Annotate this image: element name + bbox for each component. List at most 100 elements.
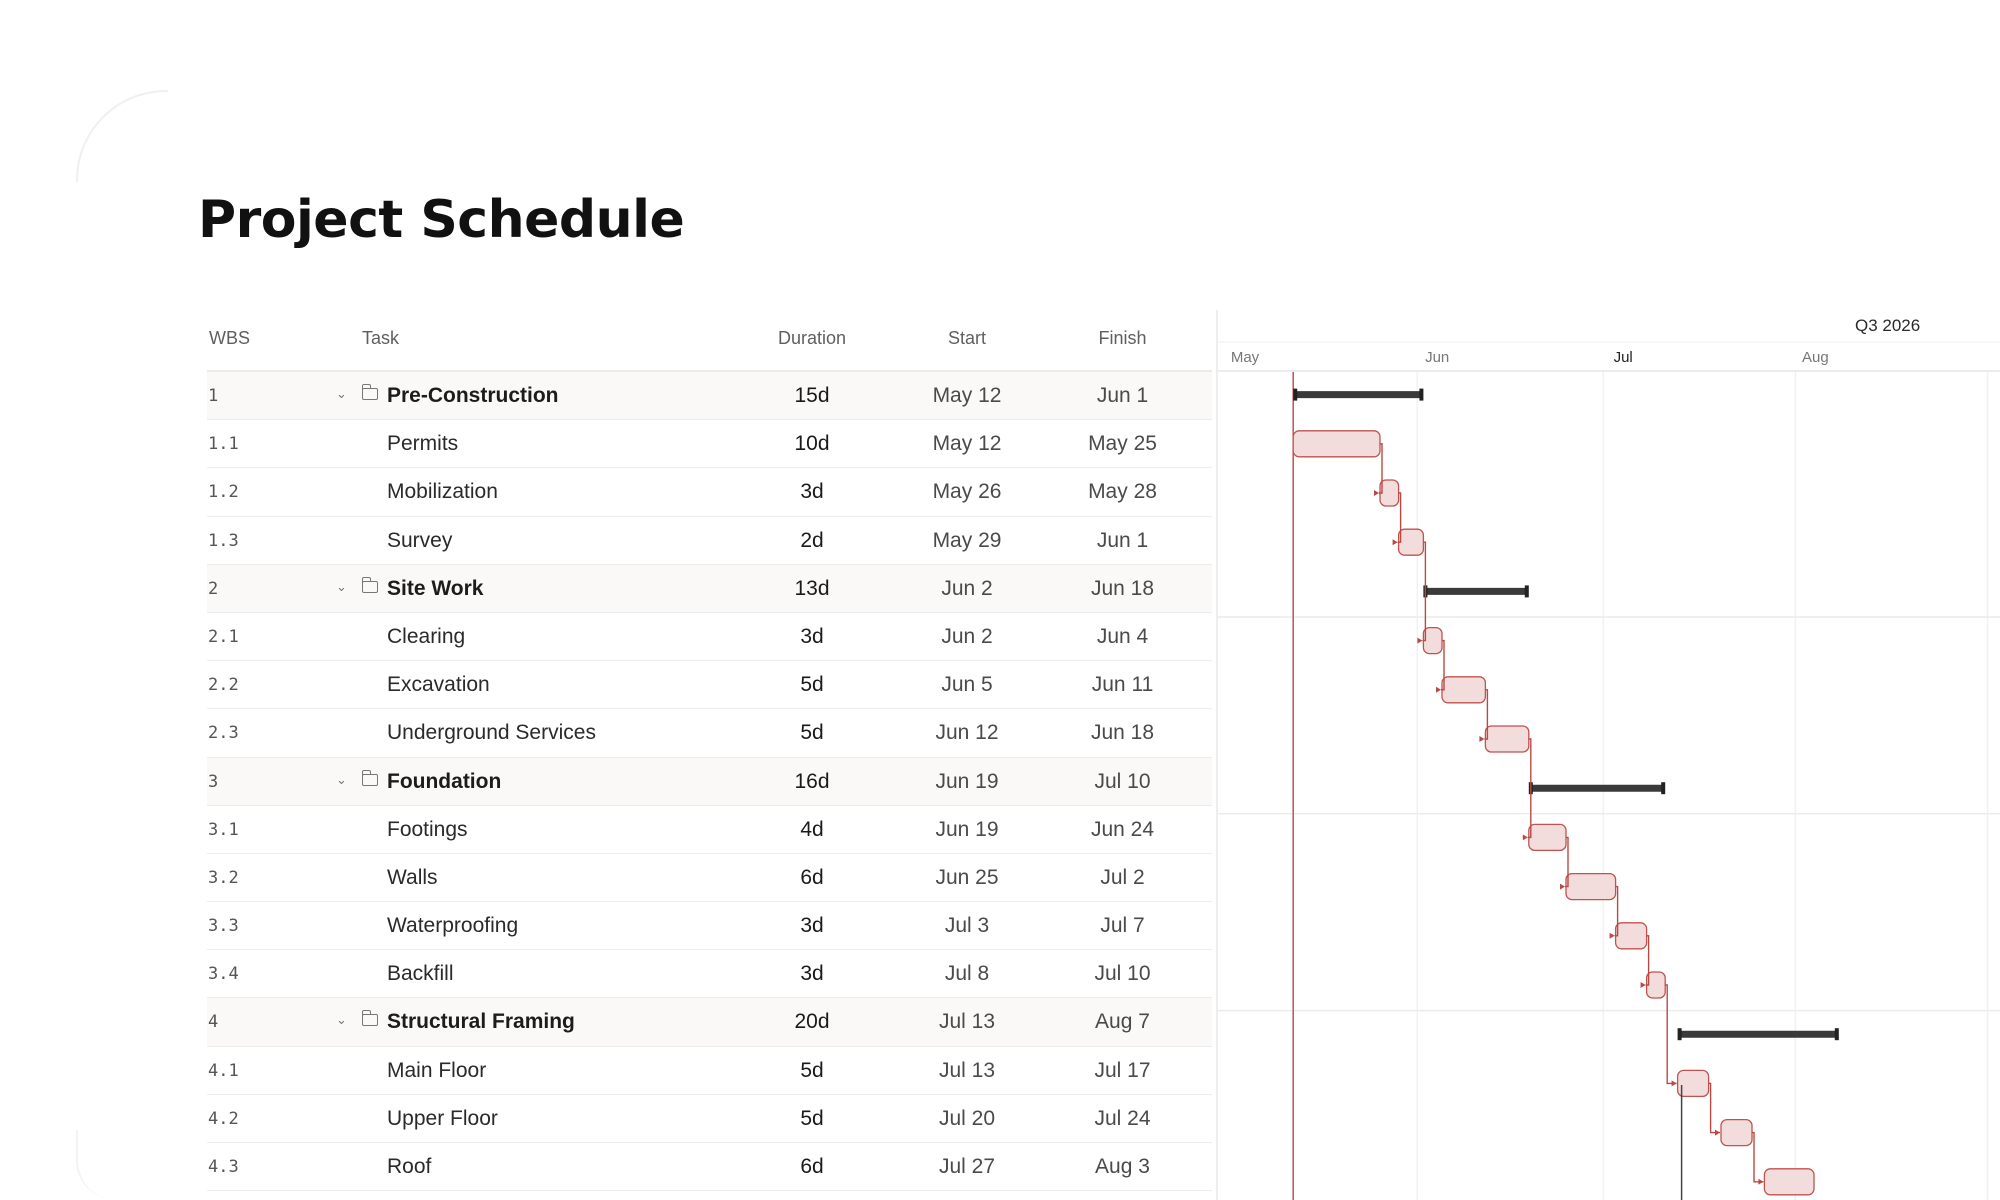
wbs-cell: 3.4	[208, 964, 239, 985]
task-name-cell: Waterproofing	[387, 914, 519, 938]
duration-cell: 5d	[800, 1058, 824, 1082]
start-cell: Jun 2	[941, 576, 993, 600]
start-cell: Jul 20	[938, 1106, 996, 1130]
task-name-cell: Site Work	[387, 576, 484, 600]
finish-cell: Jul 10	[1094, 769, 1151, 793]
table-header: WBS Task Duration Start Finish	[207, 312, 1212, 372]
header-task[interactable]: Task	[362, 328, 400, 348]
duration-cell: 20d	[794, 1010, 830, 1034]
wbs-cell: 4.3	[208, 1157, 239, 1177]
dependency-arrowhead	[1479, 736, 1485, 742]
task-bar	[1720, 1118, 1753, 1147]
table-row[interactable]: 3.4 Backfill 3d Jul 8 Jul 10	[207, 950, 1212, 999]
summary-bar-end-cap	[1661, 782, 1666, 795]
table-row[interactable]: 3.2 Walls 6d Jun 25 Jul 2	[207, 854, 1212, 903]
finish-cell: May 25	[1088, 432, 1157, 456]
finish-cell: May 28	[1088, 480, 1157, 504]
task-name-cell: Permits	[387, 432, 459, 456]
table-row[interactable]: 1.3 Survey 2d May 29 Jun 1	[207, 517, 1212, 565]
finish-cell: Jun 24	[1090, 817, 1155, 841]
header-finish[interactable]: Finish	[1098, 328, 1147, 348]
folder-icon	[361, 769, 378, 786]
chevron-down-icon[interactable]: ⌄	[336, 579, 347, 595]
start-cell: May 12	[932, 384, 1002, 407]
task-bar	[1614, 922, 1648, 950]
dependency-link	[1752, 1131, 1764, 1183]
task-name-cell: Excavation	[387, 673, 490, 697]
table-row[interactable]: 3.1 Footings 4d Jun 19 Jun 24	[207, 806, 1212, 854]
task-bar	[1528, 823, 1567, 852]
dependency-link	[1708, 1082, 1720, 1134]
table-row[interactable]: 4.1 Main Floor 5d Jul 13 Jul 17	[207, 1047, 1212, 1095]
duration-cell: 3d	[800, 914, 824, 938]
chevron-down-icon[interactable]: ⌄	[336, 387, 347, 402]
duration-cell: 6d	[800, 1155, 824, 1178]
header-duration[interactable]: Duration	[777, 328, 847, 348]
table-row[interactable]: 1.1 Permits 10d May 12 May 25	[207, 420, 1212, 469]
start-cell: Jul 13	[938, 1058, 996, 1082]
duration-cell: 5d	[800, 1106, 824, 1130]
finish-cell: Aug 7	[1095, 1010, 1150, 1034]
finish-cell: Jun 18	[1090, 721, 1155, 745]
page-title: Project Schedule	[198, 190, 685, 250]
task-name-cell: Main Floor	[387, 1058, 487, 1082]
table-row[interactable]: 4.3 Roof 6d Jul 27 Aug 3	[207, 1143, 1212, 1192]
start-cell: Jun 12	[935, 721, 999, 745]
table-row[interactable]: 3.3 Waterproofing 3d Jul 3 Jul 7	[207, 902, 1212, 951]
chevron-down-icon[interactable]: ⌄	[336, 1013, 347, 1029]
dependency-arrowhead	[1392, 539, 1398, 546]
task-name-cell: Foundation	[387, 769, 502, 793]
table-row[interactable]: 4.2 Upper Floor 5d Jul 20 Jul 24	[207, 1095, 1212, 1143]
wbs-cell: 4	[208, 1012, 219, 1033]
task-bar	[1379, 479, 1400, 507]
gantt-divider[interactable]	[1216, 310, 1218, 1200]
task-name-cell: Pre-Construction	[387, 384, 559, 407]
task-name-cell: Upper Floor	[387, 1106, 498, 1130]
dependency-arrowhead	[1671, 1080, 1677, 1087]
start-cell: Jun 19	[935, 769, 999, 793]
table-row[interactable]: 1.2 Mobilization 3d May 26 May 28	[207, 468, 1212, 517]
wbs-cell: 3.3	[208, 916, 239, 937]
chevron-down-icon[interactable]: ⌄	[336, 772, 347, 788]
table-row[interactable]: 2.2 Excavation 5d Jun 5 Jun 11	[207, 661, 1212, 710]
summary-row[interactable]: 1 ⌄ Pre-Construction 15d May 12 Jun 1	[207, 372, 1212, 421]
finish-cell: Jul 10	[1094, 962, 1151, 986]
start-cell: Jul 8	[944, 962, 990, 986]
summary-row[interactable]: 2 ⌄ Site Work 13d Jun 2 Jun 18	[207, 564, 1212, 613]
task-table: WBS Task Duration Start Finish 1 ⌄ Pre-Con…	[207, 312, 1212, 1192]
summary-bar-start-cap	[1677, 1028, 1682, 1041]
dependency-arrowhead	[1758, 1178, 1764, 1185]
finish-cell: Aug 3	[1095, 1155, 1150, 1178]
start-cell: Jul 3	[944, 914, 990, 938]
task-name-cell: Backfill	[387, 962, 454, 986]
duration-cell: 13d	[794, 576, 830, 600]
dependency-arrowhead	[1609, 932, 1615, 939]
finish-cell: Jul 7	[1100, 914, 1145, 938]
wbs-cell: 1	[208, 386, 219, 406]
wbs-cell: 2	[208, 578, 219, 599]
summary-row[interactable]: 4 ⌄ Structural Framing 20d Jul 13 Aug 7	[207, 998, 1212, 1047]
summary-bar-start-cap	[1293, 388, 1298, 401]
table-row[interactable]: 2.1 Clearing 3d Jun 2 Jun 4	[207, 613, 1212, 662]
start-cell: Jun 2	[941, 624, 993, 648]
finish-cell: Jun 1	[1096, 384, 1149, 407]
duration-cell: 3d	[800, 480, 824, 504]
header-wbs[interactable]: WBS	[209, 328, 251, 348]
finish-cell: Jul 17	[1094, 1058, 1151, 1082]
duration-cell: 10d	[794, 432, 830, 456]
header-start[interactable]: Start	[947, 328, 986, 348]
duration-cell: 15d	[794, 384, 830, 407]
finish-cell: Jul 2	[1100, 865, 1145, 889]
task-bar	[1292, 430, 1381, 458]
duration-cell: 6d	[800, 865, 824, 889]
task-bar	[1397, 528, 1425, 556]
wbs-cell: 2.1	[208, 626, 239, 647]
duration-cell: 16d	[794, 769, 830, 793]
table-row[interactable]: 2.3 Underground Services 5d Jun 12 Jun 18	[207, 709, 1212, 758]
duration-cell: 3d	[800, 624, 824, 648]
dependency-link	[1565, 836, 1569, 888]
month-label: Jun	[1425, 349, 1449, 366]
summary-row[interactable]: 3 ⌄ Foundation 16d Jun 19 Jul 10	[207, 757, 1212, 806]
dependency-arrowhead	[1640, 982, 1646, 988]
duration-cell: 3d	[800, 962, 824, 986]
